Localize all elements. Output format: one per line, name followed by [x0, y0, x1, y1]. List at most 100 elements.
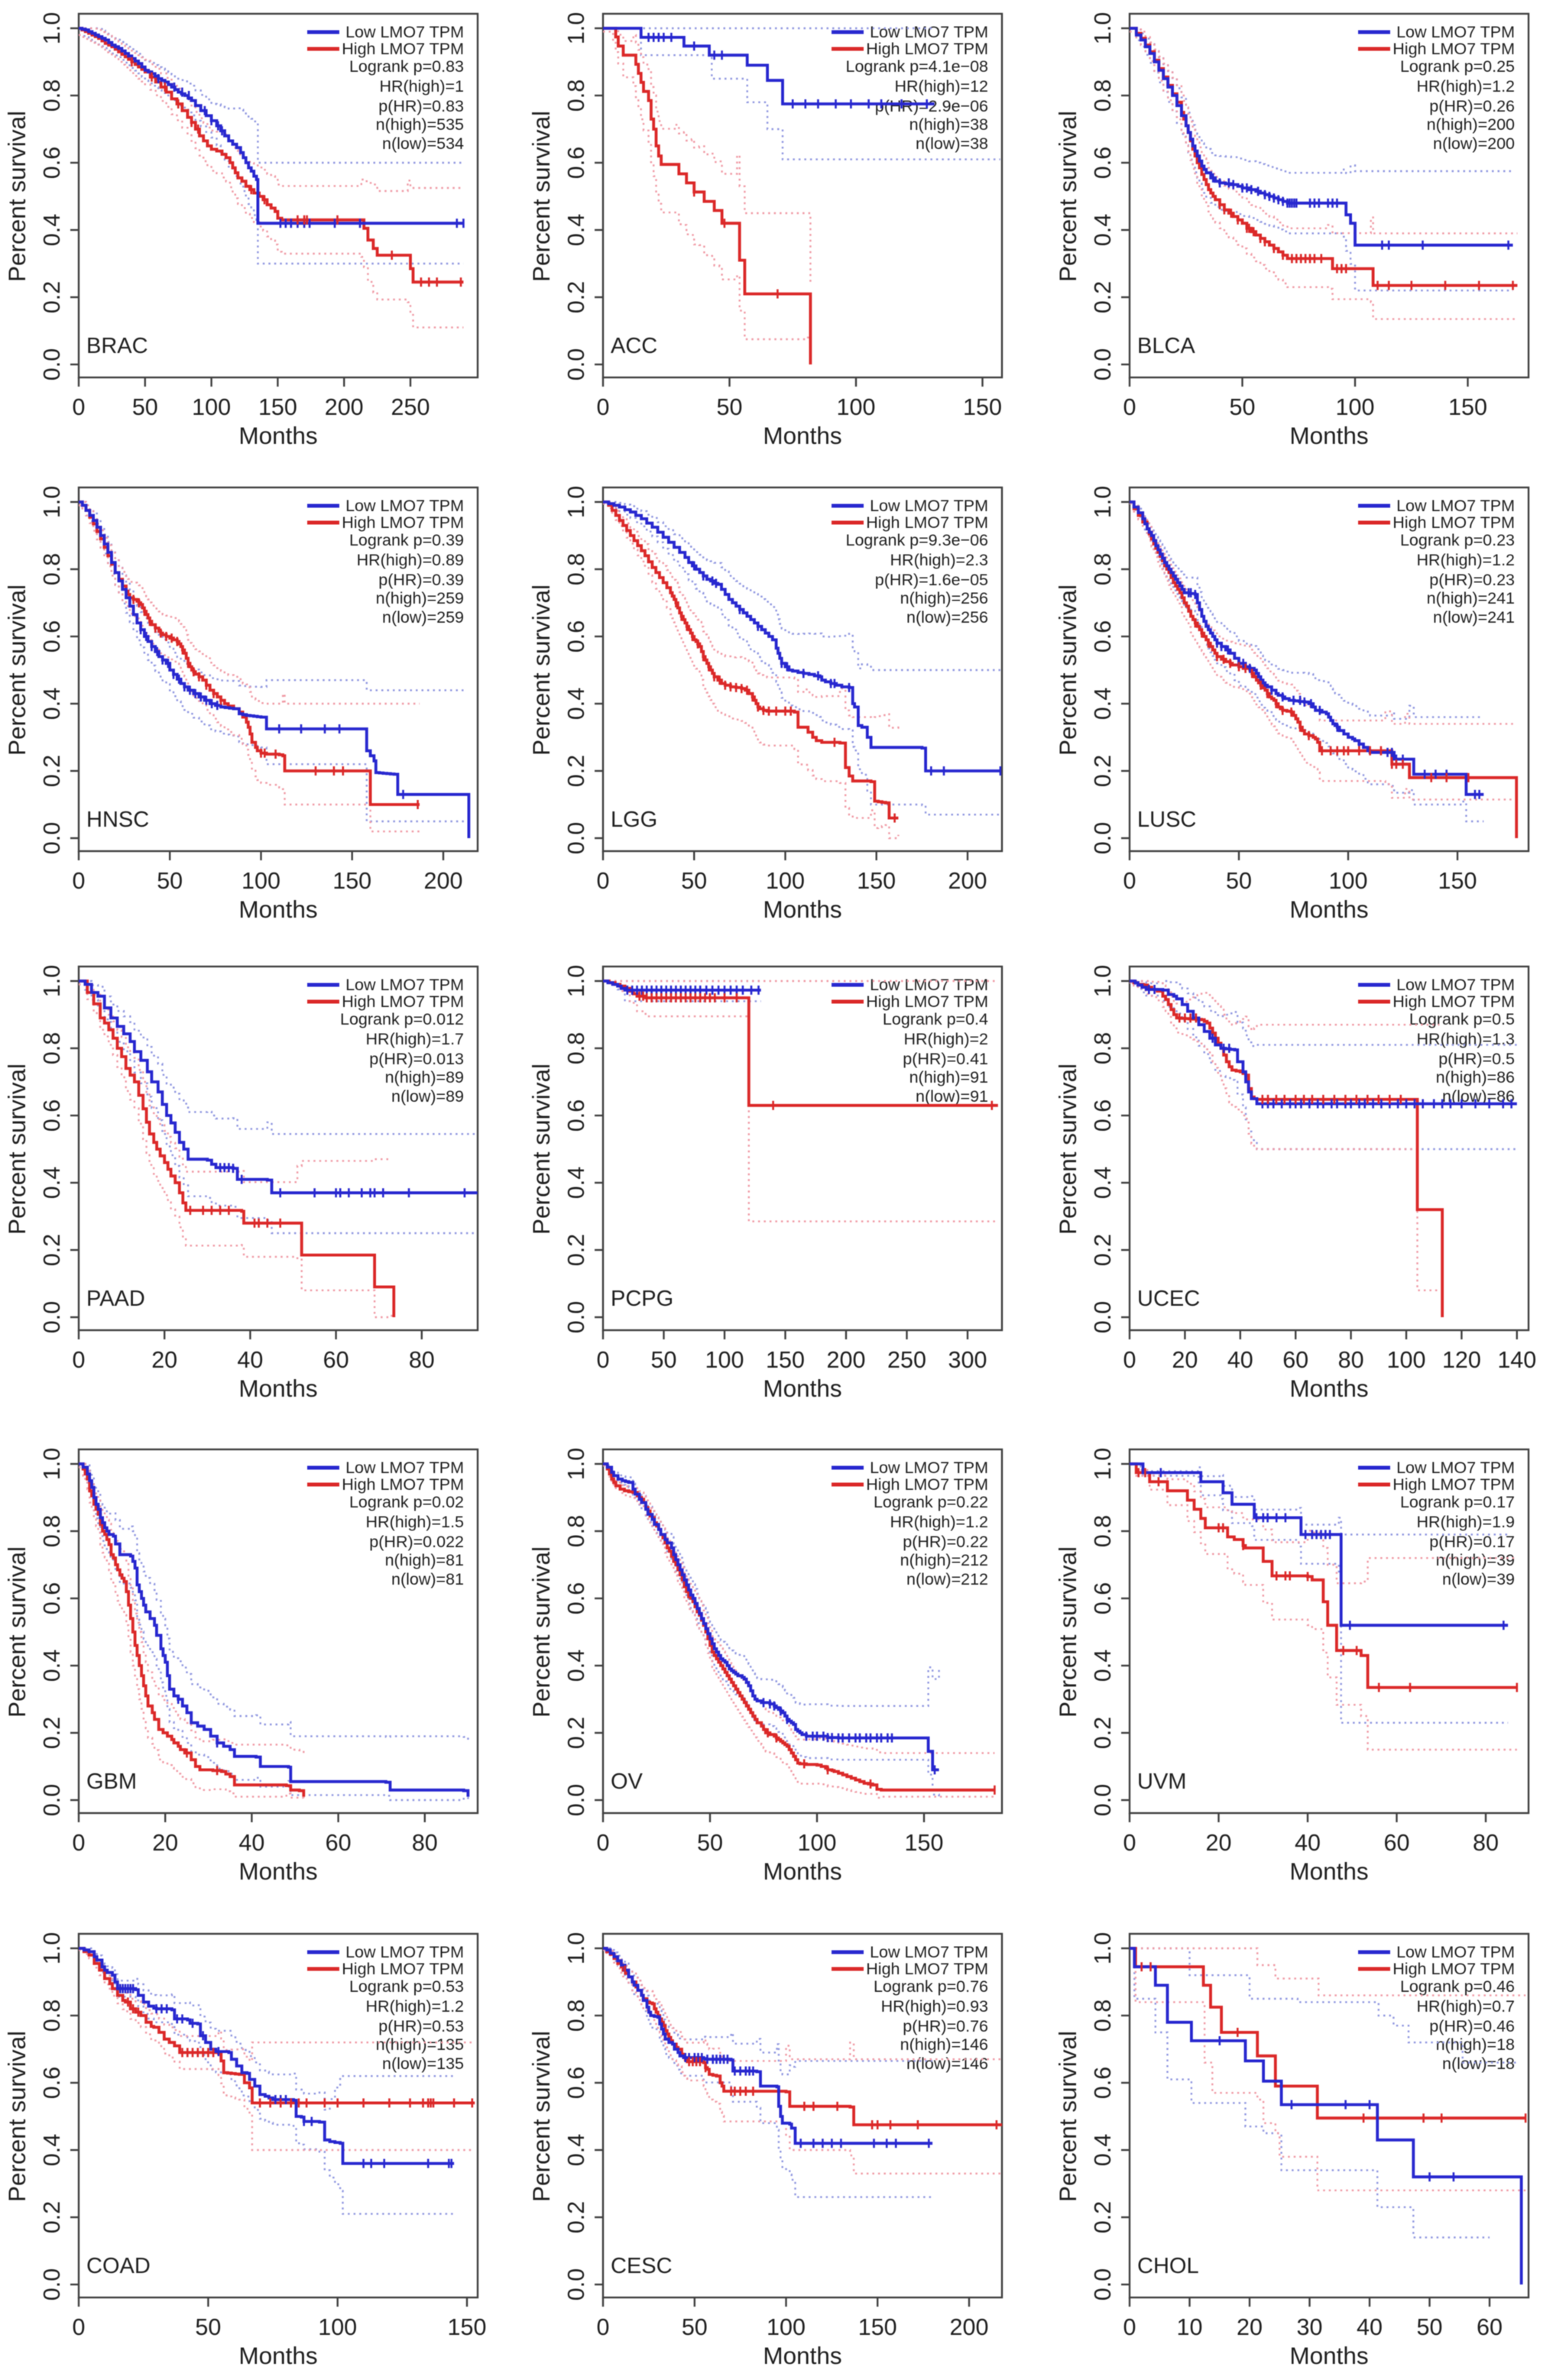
svg-text:0.4: 0.4 [563, 688, 589, 720]
svg-text:0.6: 0.6 [39, 1099, 65, 1132]
svg-text:150: 150 [1438, 868, 1477, 894]
svg-text:Low LMO7 TPM: Low LMO7 TPM [345, 23, 464, 41]
svg-text:60: 60 [1384, 1830, 1410, 1856]
svg-text:20: 20 [151, 1347, 177, 1373]
svg-text:High LMO7 TPM: High LMO7 TPM [866, 992, 988, 1011]
svg-text:n(high)=212: n(high)=212 [900, 1551, 988, 1569]
svg-text:Logrank p=0.46: Logrank p=0.46 [1400, 1977, 1515, 1996]
svg-text:0.2: 0.2 [563, 1234, 589, 1266]
svg-text:0.4: 0.4 [563, 1167, 589, 1199]
svg-text:HR(high)=1.3: HR(high)=1.3 [1417, 1030, 1516, 1048]
svg-text:Months: Months [1289, 895, 1368, 923]
svg-text:200: 200 [948, 868, 987, 894]
svg-text:0: 0 [1123, 2314, 1136, 2340]
svg-text:0.0: 0.0 [1090, 2268, 1116, 2301]
svg-text:150: 150 [963, 394, 1002, 420]
svg-text:1.0: 1.0 [1090, 965, 1116, 997]
svg-text:HR(high)=0.93: HR(high)=0.93 [881, 1997, 988, 2016]
svg-text:Percent survival: Percent survival [1054, 111, 1081, 282]
svg-text:0.0: 0.0 [1090, 822, 1116, 854]
svg-text:0.2: 0.2 [1090, 1234, 1116, 1266]
svg-text:n(high)=89: n(high)=89 [385, 1068, 464, 1086]
svg-text:150: 150 [332, 868, 371, 894]
svg-text:HR(high)=1.2: HR(high)=1.2 [366, 1997, 464, 2016]
svg-text:0.6: 0.6 [39, 2067, 65, 2099]
svg-text:0.0: 0.0 [563, 1784, 589, 1816]
svg-text:200: 200 [325, 394, 364, 420]
svg-text:0.0: 0.0 [39, 1301, 65, 1333]
svg-text:Logrank p=0.22: Logrank p=0.22 [874, 1493, 988, 1511]
svg-text:0.4: 0.4 [1090, 1167, 1116, 1199]
svg-text:100: 100 [1329, 868, 1368, 894]
svg-text:Percent survival: Percent survival [3, 2031, 31, 2202]
svg-text:p(HR)=0.39: p(HR)=0.39 [378, 571, 464, 589]
svg-text:n(high)=38: n(high)=38 [909, 115, 988, 134]
svg-text:0.4: 0.4 [1090, 2134, 1116, 2166]
svg-text:50: 50 [681, 868, 707, 894]
svg-text:Logrank p=9.3e−06: Logrank p=9.3e−06 [846, 531, 989, 549]
svg-text:Logrank p=0.17: Logrank p=0.17 [1400, 1493, 1515, 1511]
svg-text:150: 150 [258, 394, 297, 420]
svg-text:1.0: 1.0 [563, 965, 589, 997]
svg-text:0: 0 [1123, 394, 1136, 420]
svg-text:300: 300 [948, 1347, 987, 1373]
svg-text:LUSC: LUSC [1137, 808, 1196, 832]
svg-text:0.2: 0.2 [1090, 281, 1116, 313]
svg-text:COAD: COAD [86, 2254, 151, 2278]
svg-text:n(low)=200: n(low)=200 [1433, 134, 1515, 153]
svg-text:0.6: 0.6 [39, 620, 65, 652]
svg-text:100: 100 [766, 868, 805, 894]
svg-text:0.4: 0.4 [39, 2134, 65, 2166]
svg-text:40: 40 [1295, 1830, 1321, 1856]
svg-text:High LMO7 TPM: High LMO7 TPM [866, 513, 988, 532]
svg-text:60: 60 [326, 1830, 352, 1856]
svg-text:HR(high)=0.89: HR(high)=0.89 [357, 551, 464, 569]
svg-text:Percent survival: Percent survival [1054, 2031, 1081, 2202]
svg-text:0.0: 0.0 [1090, 348, 1116, 380]
svg-text:p(HR)=0.17: p(HR)=0.17 [1429, 1533, 1515, 1551]
svg-text:p(HR)=0.76: p(HR)=0.76 [903, 2017, 988, 2035]
svg-text:Low LMO7 TPM: Low LMO7 TPM [870, 23, 988, 41]
svg-text:High LMO7 TPM: High LMO7 TPM [342, 1475, 464, 1494]
svg-text:100: 100 [767, 2314, 806, 2340]
svg-text:Logrank p=0.76: Logrank p=0.76 [874, 1977, 988, 1996]
svg-text:30: 30 [1297, 2314, 1323, 2340]
svg-text:n(low)=241: n(low)=241 [1433, 608, 1515, 627]
svg-text:1.0: 1.0 [1090, 1448, 1116, 1480]
svg-text:150: 150 [858, 2314, 897, 2340]
svg-text:100: 100 [1336, 394, 1375, 420]
svg-text:150: 150 [1448, 394, 1487, 420]
svg-text:High LMO7 TPM: High LMO7 TPM [1393, 1960, 1515, 1978]
svg-text:HR(high)=1.9: HR(high)=1.9 [1417, 1513, 1515, 1531]
svg-text:200: 200 [827, 1347, 866, 1373]
svg-text:OV: OV [611, 1770, 644, 1794]
svg-text:UCEC: UCEC [1137, 1287, 1200, 1311]
svg-text:Logrank p=0.25: Logrank p=0.25 [1400, 57, 1515, 76]
svg-text:Percent survival: Percent survival [1054, 584, 1081, 756]
svg-text:0.8: 0.8 [39, 2000, 65, 2032]
svg-text:1.0: 1.0 [39, 486, 65, 518]
svg-text:0.6: 0.6 [563, 1099, 589, 1132]
svg-text:1.0: 1.0 [1090, 486, 1116, 518]
svg-text:0.4: 0.4 [563, 1650, 589, 1682]
svg-text:20: 20 [152, 1830, 178, 1856]
svg-text:High LMO7 TPM: High LMO7 TPM [342, 40, 464, 58]
svg-text:Percent survival: Percent survival [527, 1546, 555, 1718]
svg-text:Low LMO7 TPM: Low LMO7 TPM [870, 1459, 988, 1477]
svg-text:0.4: 0.4 [1090, 1650, 1116, 1682]
svg-text:0.8: 0.8 [563, 1032, 589, 1064]
svg-text:0.4: 0.4 [39, 214, 65, 246]
svg-text:0.6: 0.6 [39, 1582, 65, 1614]
svg-text:Logrank p=0.83: Logrank p=0.83 [349, 57, 464, 76]
svg-text:Logrank p=0.23: Logrank p=0.23 [1400, 531, 1515, 549]
svg-text:p(HR)=0.83: p(HR)=0.83 [378, 97, 464, 115]
svg-text:0: 0 [597, 868, 610, 894]
svg-text:n(high)=256: n(high)=256 [900, 589, 988, 607]
svg-text:BLCA: BLCA [1137, 334, 1195, 358]
svg-text:40: 40 [237, 1347, 263, 1373]
svg-text:High LMO7 TPM: High LMO7 TPM [1393, 992, 1515, 1011]
svg-text:0.0: 0.0 [39, 822, 65, 854]
svg-text:0.8: 0.8 [563, 553, 589, 585]
svg-text:150: 150 [905, 1830, 944, 1856]
svg-text:50: 50 [682, 2314, 708, 2340]
